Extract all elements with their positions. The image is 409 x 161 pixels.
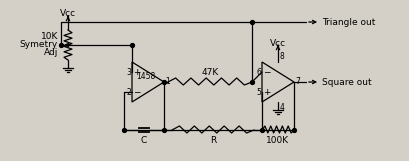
Text: Triangle out: Triangle out: [322, 18, 375, 27]
Text: +: +: [263, 87, 271, 96]
Text: 100K: 100K: [266, 136, 290, 145]
Text: 10K: 10K: [40, 32, 58, 41]
Text: 2: 2: [126, 87, 131, 96]
Text: Square out: Square out: [322, 77, 372, 86]
Text: 3: 3: [126, 67, 131, 76]
Text: 7: 7: [295, 76, 300, 85]
Text: −: −: [263, 67, 271, 76]
Text: +: +: [133, 67, 141, 76]
Text: Vcc: Vcc: [270, 39, 286, 48]
Text: Vcc: Vcc: [60, 9, 76, 18]
Text: 8: 8: [280, 52, 285, 61]
Text: Symetry: Symetry: [20, 39, 58, 48]
Text: R: R: [210, 136, 216, 145]
Text: 1458: 1458: [136, 71, 156, 80]
Text: 47K: 47K: [201, 68, 219, 77]
Text: 6: 6: [256, 67, 261, 76]
Text: Adj: Adj: [44, 47, 58, 57]
Text: 1: 1: [165, 76, 170, 85]
Text: −: −: [133, 87, 141, 96]
Text: 5: 5: [256, 87, 261, 96]
Text: C: C: [141, 136, 147, 145]
Text: 4: 4: [280, 103, 285, 112]
